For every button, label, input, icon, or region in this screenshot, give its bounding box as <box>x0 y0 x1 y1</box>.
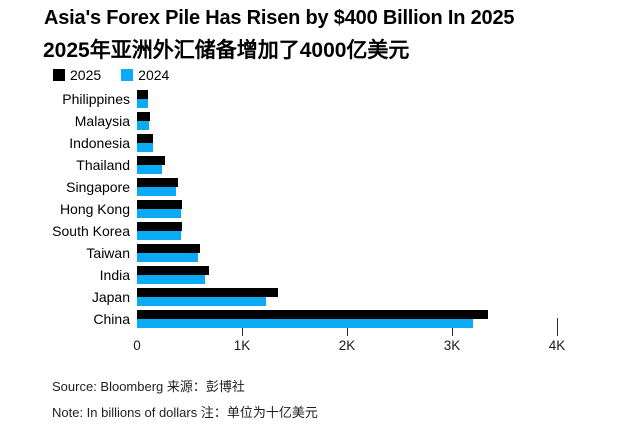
chart-row-india: India <box>0 266 630 288</box>
unit-note: Note: In billions of dollars 注：单位为十亿美元 <box>52 405 318 420</box>
legend-item-2025: 2025 <box>53 67 101 83</box>
legend-item-2024: 2024 <box>121 67 169 83</box>
chart-rows: Philippines Malaysia Indonesia Thailand Sing… <box>0 90 630 336</box>
bar-group <box>137 112 630 134</box>
bar-group <box>137 288 630 310</box>
bar-2025-south-korea <box>137 222 182 231</box>
x-axis-tick-label: 3K <box>443 338 461 353</box>
bar-2025-hong-kong <box>137 200 182 209</box>
bar-2025-china <box>137 310 488 319</box>
category-label: South Korea <box>52 223 130 239</box>
bar-group <box>137 266 630 288</box>
category-label: Singapore <box>66 179 130 195</box>
bar-2024-malaysia <box>137 121 150 130</box>
chart-row-indonesia: Indonesia <box>0 134 630 156</box>
bar-group <box>137 200 630 222</box>
legend-label-2025: 2025 <box>70 67 102 83</box>
bar-group <box>137 310 630 332</box>
bar-2024-china <box>137 319 474 328</box>
x-axis-tick-label: 4K <box>548 338 566 353</box>
bar-2025-philippines <box>137 90 149 99</box>
x-axis-tick-label: 1K <box>233 338 251 353</box>
chart-subtitle-chinese: 2025年亚洲外汇储备增加了4000亿美元 <box>43 39 410 62</box>
category-label: Malaysia <box>74 113 130 129</box>
chart-row-philippines: Philippines <box>0 90 630 112</box>
bar-group <box>137 156 630 178</box>
bar-chart: Philippines Malaysia Indonesia Thailand Sing… <box>0 90 630 390</box>
bar-2024-hong-kong <box>137 209 182 218</box>
bar-2024-philippines <box>137 99 149 108</box>
bar-2024-indonesia <box>137 143 154 152</box>
chart-legend: 2025 2024 <box>53 67 169 83</box>
bar-2025-malaysia <box>137 112 151 121</box>
category-label: China <box>93 311 130 327</box>
x-axis-tick <box>557 318 558 336</box>
bar-2025-japan <box>137 288 278 297</box>
chart-row-japan: Japan <box>0 288 630 310</box>
legend-label-2024: 2024 <box>138 67 170 83</box>
legend-swatch-2025 <box>53 69 65 81</box>
chart-row-south-korea: South Korea <box>0 222 630 244</box>
x-axis-tick-label: 2K <box>338 338 356 353</box>
bar-2025-india <box>137 266 210 275</box>
legend-swatch-2024 <box>121 69 134 81</box>
bar-2024-japan <box>137 297 267 306</box>
bar-2024-singapore <box>137 187 176 196</box>
bar-2024-thailand <box>137 165 162 174</box>
source-note: Source: Bloomberg 来源：彭博社 <box>52 379 245 394</box>
chart-row-malaysia: Malaysia <box>0 112 630 134</box>
bar-2025-taiwan <box>137 244 200 253</box>
chart-row-singapore: Singapore <box>0 178 630 200</box>
bar-2024-south-korea <box>137 231 181 240</box>
category-label: Hong Kong <box>59 201 130 217</box>
x-axis-labels: 0 1K 2K 3K 4K <box>0 338 630 358</box>
bar-group <box>137 90 630 112</box>
bar-2025-thailand <box>137 156 165 165</box>
bar-group <box>137 244 630 266</box>
category-label: Philippines <box>62 91 130 107</box>
category-label: Japan <box>91 289 130 305</box>
category-label: India <box>99 267 130 283</box>
chart-row-hong-kong: Hong Kong <box>0 200 630 222</box>
x-axis-tick-label: 0 <box>133 338 141 353</box>
bar-2025-singapore <box>137 178 179 187</box>
category-label: Indonesia <box>69 135 130 151</box>
chart-title: Asia's Forex Pile Has Risen by $400 Bill… <box>44 7 515 29</box>
bar-group <box>137 134 630 156</box>
chart-row-taiwan: Taiwan <box>0 244 630 266</box>
bar-2024-india <box>137 275 205 284</box>
bar-group <box>137 178 630 200</box>
category-label: Taiwan <box>86 245 130 261</box>
category-label: Thailand <box>76 157 130 173</box>
chart-row-china: China <box>0 310 630 332</box>
bar-2024-taiwan <box>137 253 198 262</box>
chart-row-thailand: Thailand <box>0 156 630 178</box>
bar-2025-indonesia <box>137 134 153 143</box>
bar-group <box>137 222 630 244</box>
